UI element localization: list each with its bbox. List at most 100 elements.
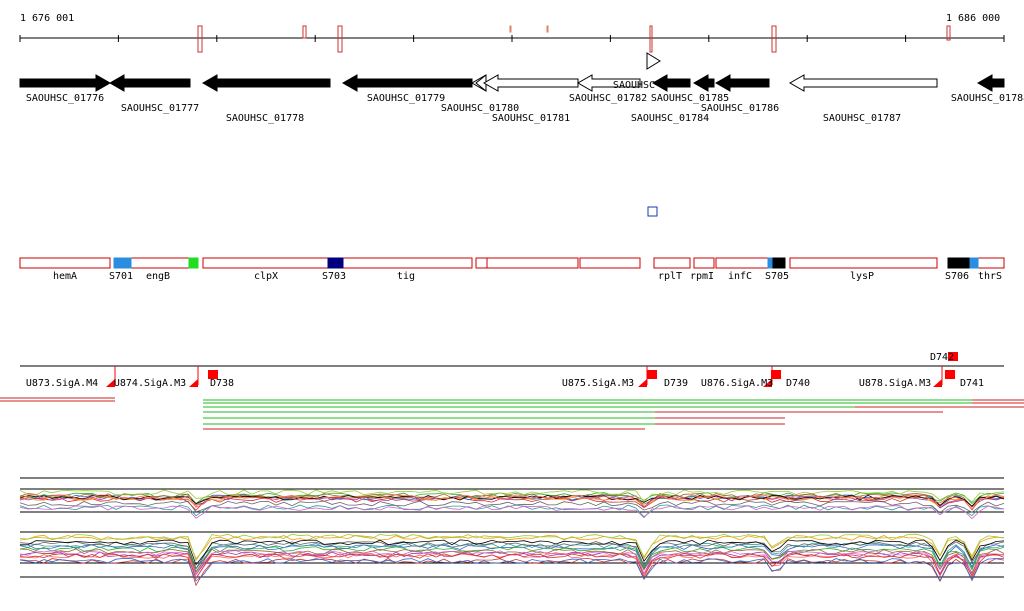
operon-box[interactable] — [693, 257, 715, 269]
promoter-D742[interactable]: D742 — [930, 352, 958, 363]
promoter-U878.SigA.M3[interactable]: U878.SigA.M3 — [859, 366, 943, 389]
site-marker[interactable] — [767, 257, 774, 269]
gene-arrow[interactable] — [651, 74, 691, 92]
ruler-mark — [946, 25, 951, 41]
site-marker[interactable] — [947, 257, 971, 269]
expression-series — [19, 552, 1005, 579]
gene-arrow[interactable] — [341, 74, 473, 92]
promoter-label: D738 — [210, 378, 234, 389]
operon-box[interactable] — [789, 257, 938, 269]
gene-arrow[interactable] — [201, 74, 331, 92]
operon-box[interactable] — [475, 257, 488, 269]
promoter-flag — [763, 379, 772, 387]
expression-series — [19, 505, 1005, 520]
gene-arrow[interactable] — [470, 74, 487, 92]
coord-start: 1 676 001 — [20, 13, 75, 24]
gene-label: SAOUHSC — [613, 80, 655, 91]
ruler-mark — [649, 25, 653, 53]
promoter-D739[interactable]: D739 — [647, 370, 688, 389]
promoter-label: U876.SigA.M3 — [701, 378, 773, 389]
promoter-label: D741 — [960, 378, 984, 389]
gene-SAOUHSC_01778[interactable]: SAOUHSC_01778 — [201, 74, 331, 124]
gene-arrow[interactable] — [714, 74, 770, 92]
promoter-D738[interactable]: D738 — [208, 370, 234, 389]
gene-arrow[interactable] — [788, 74, 938, 92]
promoter-D740[interactable]: D740 — [771, 370, 810, 389]
gene-SAOUHSC_01781[interactable]: SAOUHSC_01781 — [482, 74, 579, 124]
operon-box[interactable] — [653, 257, 691, 269]
gene-arrow[interactable] — [692, 74, 715, 92]
operon-box[interactable] — [19, 257, 111, 269]
expression-series — [19, 494, 1005, 510]
promoter-U875.SigA.M3[interactable]: U875.SigA.M3 — [562, 366, 648, 389]
gene-SAOUHSC_01777[interactable]: SAOUHSC_01777 — [108, 74, 199, 114]
site-marker[interactable] — [772, 257, 786, 269]
promoter-box[interactable] — [945, 370, 955, 379]
gene-arrow[interactable] — [976, 74, 1005, 92]
gene-SAOUHSC_01785[interactable]: SAOUHSC_01785 — [651, 74, 729, 104]
gene-label: SAOUHSC_01785 — [651, 93, 729, 104]
expression-series — [19, 533, 1005, 562]
promoter-flag — [106, 379, 115, 387]
operon-box[interactable] — [715, 257, 769, 269]
ruler-mark — [771, 25, 777, 53]
gene-label: SAOUHSC_01786 — [701, 103, 779, 114]
operon-box[interactable] — [579, 257, 641, 269]
promoter-D741[interactable]: D741 — [945, 370, 984, 389]
promoter-U874.SigA.M3[interactable]: U874.SigA.M3 — [114, 366, 199, 389]
promoter-label: U874.SigA.M3 — [114, 378, 186, 389]
promoter-box[interactable] — [208, 370, 218, 379]
promoter-box[interactable] — [771, 370, 781, 379]
gene-SAOUHSC_01779[interactable]: SAOUHSC_01779 — [341, 74, 473, 104]
gene-arrow[interactable] — [482, 74, 579, 92]
gene-arrow[interactable] — [108, 74, 191, 92]
expression-series — [19, 489, 1005, 503]
transcript-track — [0, 397, 1024, 430]
gene-SAOUHSC_01784[interactable]: SAOUHSC_01784 — [631, 74, 709, 124]
promoter-label: D742 — [930, 352, 954, 363]
operon-box[interactable] — [130, 257, 191, 269]
site-marker[interactable] — [113, 257, 132, 269]
gene-track: SAOUHSC_01776 SAOUHSC_01777 SAOUHSC_01778 S… — [19, 52, 1024, 124]
site-marker[interactable] — [327, 257, 344, 269]
promoter-track: U873.SigA.M4 U874.SigA.M3 D738 U875.SigA.M3… — [26, 352, 984, 389]
gene-SAOUHSC_01787[interactable]: SAOUHSC_01787 — [788, 74, 938, 124]
gene-SAOUHSC_01782[interactable]: SAOUHSC_01782 — [569, 74, 647, 104]
operon-box[interactable] — [977, 257, 1005, 269]
operon-label: rpmI — [690, 271, 714, 282]
expression-series — [19, 548, 1005, 575]
expression-series — [19, 492, 1005, 508]
gene-SAOUHSC_01786[interactable]: SAOUHSC_01786 — [701, 74, 779, 114]
gene-SAOUHSC_01783[interactable]: SAOUHSC — [613, 52, 661, 91]
promoter-U873.SigA.M4[interactable]: U873.SigA.M4 — [26, 366, 116, 389]
blue-square-icon[interactable] — [647, 206, 658, 217]
gene-SAOUHSC_01780[interactable]: SAOUHSC_01780 — [441, 74, 519, 114]
operon-label: rplT — [658, 271, 682, 282]
operon-label: infC — [728, 271, 752, 282]
ruler-mark — [197, 25, 203, 53]
site-marker[interactable] — [188, 257, 199, 269]
gene-arrow[interactable] — [576, 74, 641, 92]
gene-label: SAOUHSC_01782 — [569, 93, 647, 104]
site-marker[interactable] — [969, 257, 979, 269]
ruler-marks — [197, 25, 951, 53]
operon-box[interactable] — [486, 257, 579, 269]
gene-arrow[interactable] — [646, 52, 661, 70]
gene-SAOUHSC_01788[interactable]: SAOUHSC_01788 — [951, 74, 1024, 104]
expression-series — [19, 553, 1005, 580]
gene-arrow[interactable] — [19, 74, 112, 92]
expression-series — [19, 557, 1005, 582]
promoter-box[interactable] — [948, 352, 958, 361]
operon-label: engB — [146, 271, 170, 282]
operon-box[interactable] — [342, 257, 473, 269]
operon-track: hemA engB clpX tig rplT rpmI infC lysP thrS S701 S… — [19, 257, 1005, 282]
gene-SAOUHSC_01776[interactable]: SAOUHSC_01776 — [19, 74, 112, 104]
expression-series — [19, 539, 1005, 566]
operon-box[interactable] — [202, 257, 331, 269]
promoter-box[interactable] — [647, 370, 657, 379]
site-label: S701 — [109, 271, 133, 282]
promoter-U876.SigA.M3[interactable]: U876.SigA.M3 — [701, 366, 773, 389]
gene-label: SAOUHSC_01784 — [631, 113, 709, 124]
